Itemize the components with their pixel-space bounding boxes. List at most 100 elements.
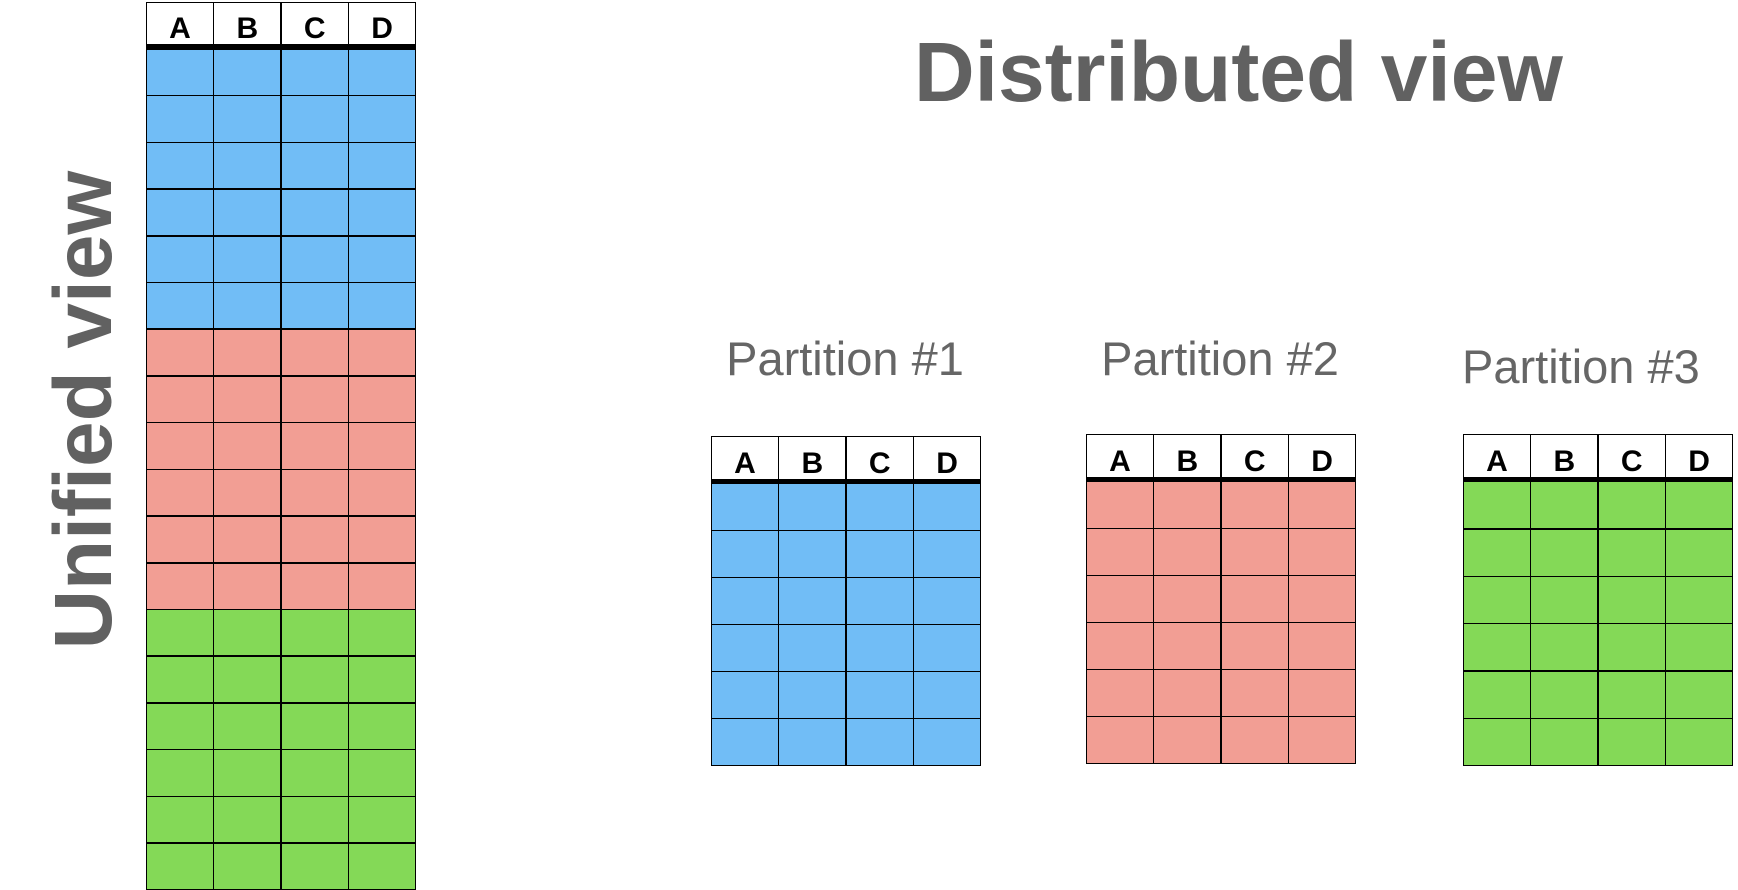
partition-1-title: Partition #1 — [726, 332, 964, 385]
partition-1-table-cell — [712, 531, 778, 577]
partition-1-table-header-a: A — [712, 437, 778, 483]
partition-3-table-cell — [1531, 624, 1598, 671]
partition-1-table-header-c: C — [846, 437, 913, 483]
partition-3-table-cell — [1666, 577, 1732, 623]
unified-table-cell — [147, 143, 213, 189]
unified-table-cell — [281, 376, 348, 422]
partition-2-table-cell — [1289, 482, 1355, 528]
unified-table-cell — [214, 656, 281, 703]
unified-table-cell — [349, 423, 415, 469]
unified-table-cell — [349, 563, 415, 609]
partition-1-table-cell — [779, 672, 846, 718]
partition-2-table-cell — [1289, 670, 1355, 716]
unified-table-cell — [147, 563, 213, 609]
partition-1-table-cell — [914, 672, 980, 718]
partition-2-table-cell — [1221, 717, 1288, 763]
unified-table-cell — [281, 843, 348, 889]
unified-table-cell — [349, 189, 415, 236]
partition-3-table-cell — [1464, 482, 1530, 529]
partition-3-table-header-b: B — [1531, 435, 1598, 481]
partition-2-table-cell — [1087, 670, 1153, 716]
unified-table-cell — [281, 236, 348, 282]
partition-2-table-header-a: A — [1087, 435, 1153, 481]
unified-table-cell — [281, 563, 348, 609]
unified-table-cell — [147, 843, 213, 889]
unified-table-cell — [147, 750, 213, 796]
partition-1-table-cell — [712, 672, 778, 718]
unified-table-cell — [214, 283, 281, 329]
partition-2-table-cell — [1087, 717, 1153, 763]
partition-2-table-cell — [1289, 529, 1355, 575]
partition-2-table-cell — [1221, 670, 1288, 716]
unified-table-cell — [349, 516, 415, 563]
unified-table-cell — [281, 189, 348, 236]
partition-2-table-cell — [1154, 670, 1221, 716]
unified-table-cell — [281, 329, 348, 376]
partition-3-table-cell — [1598, 671, 1665, 718]
unified-table-cell — [349, 329, 415, 376]
unified-table-cell — [349, 96, 415, 142]
partition-3-table-cell — [1531, 671, 1598, 718]
unified-table-cell — [349, 610, 415, 656]
partition-1-table-cell — [846, 672, 913, 718]
unified-table-cell — [147, 49, 213, 95]
partition-3-title: Partition #3 — [1462, 340, 1700, 393]
partition-1-table-cell — [846, 578, 913, 624]
partition-1-table-cell — [846, 719, 913, 765]
partition-3-table-cell — [1464, 529, 1530, 576]
unified-table-cell — [147, 703, 213, 749]
unified-table-cell — [214, 236, 281, 282]
partition-3-table-cell — [1531, 529, 1598, 576]
partition-1-table-cell — [779, 531, 846, 577]
unified-table-cell — [214, 96, 281, 142]
partition-3-table-cell — [1666, 671, 1732, 718]
partition-3-table-cell — [1598, 719, 1665, 765]
unified-table-cell — [214, 423, 281, 469]
partition-3-table-cell — [1531, 719, 1598, 765]
partition-2-table-cell — [1154, 482, 1221, 528]
partition-2-table-cell — [1087, 623, 1153, 669]
partition-3-table-cell — [1464, 577, 1530, 623]
partition-1-table-cell — [914, 578, 980, 624]
unified-table-cell — [281, 750, 348, 796]
unified-table-cell — [349, 470, 415, 516]
unified-table-cell — [349, 376, 415, 422]
partition-2-table-cell — [1221, 529, 1288, 575]
unified-table-header-a: A — [147, 3, 213, 49]
unified-table-cell — [214, 750, 281, 796]
unified-table-cell — [281, 797, 348, 843]
unified-table-cell — [281, 470, 348, 516]
unified-table-cell — [349, 843, 415, 889]
partition-2-table-cell — [1154, 576, 1221, 622]
unified-table-cell — [281, 516, 348, 563]
partition-3-table-cell — [1666, 719, 1732, 765]
unified-table-cell — [147, 470, 213, 516]
unified-table-cell — [349, 656, 415, 703]
unified-table-cell — [147, 797, 213, 843]
unified-table-cell — [214, 470, 281, 516]
partition-1-table-header-d: D — [914, 437, 980, 483]
partition-2-table-cell — [1087, 529, 1153, 575]
partition-2-table-cell — [1221, 576, 1288, 622]
unified-table-cell — [281, 49, 348, 95]
unified-table-cell — [281, 423, 348, 469]
unified-table-header-c: C — [281, 3, 348, 49]
partition-3-table-cell — [1598, 577, 1665, 623]
unified-table-header-d: D — [349, 3, 415, 49]
partition-1-table-cell — [914, 625, 980, 671]
unified-table-cell — [147, 423, 213, 469]
unified-table-cell — [214, 189, 281, 236]
partition-2-table-cell — [1221, 482, 1288, 528]
unified-table-cell — [281, 96, 348, 142]
unified-table-cell — [349, 797, 415, 843]
partition-2-table-cell — [1154, 529, 1221, 575]
partition-3-table-cell — [1666, 482, 1732, 529]
partition-2-table-cell — [1289, 576, 1355, 622]
unified-table-cell — [147, 516, 213, 563]
partition-1-table-cell — [914, 531, 980, 577]
unified-table-cell — [349, 143, 415, 189]
